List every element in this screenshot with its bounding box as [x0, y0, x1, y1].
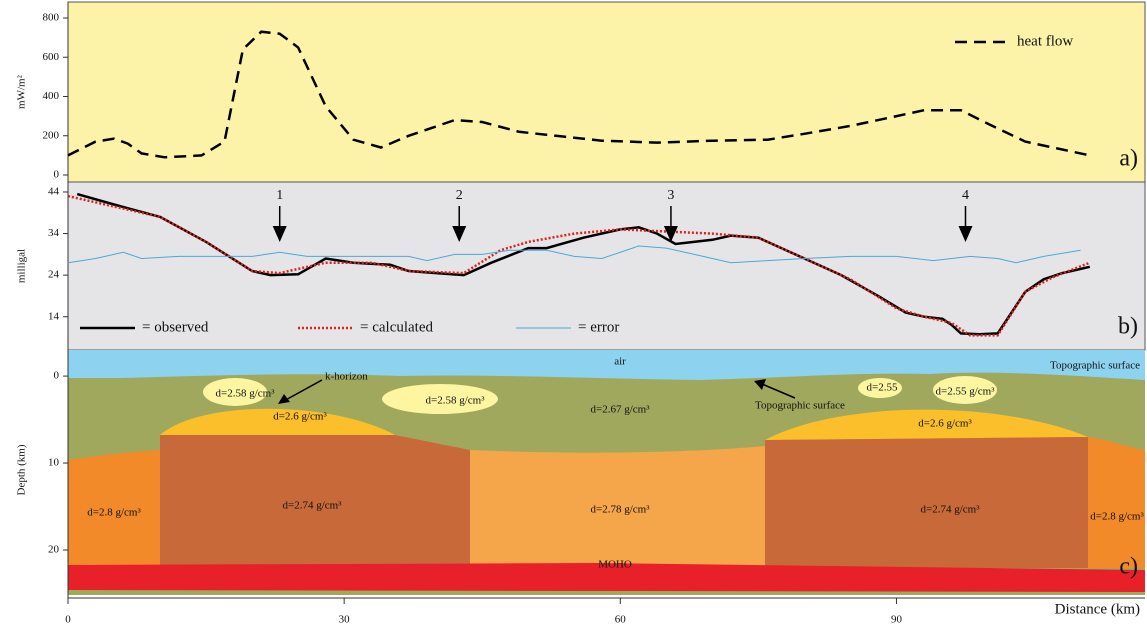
label: d=2.8 g/cm³ [1090, 511, 1144, 523]
annotation: 2 [456, 188, 463, 203]
section: air Topographic surface Topographic surf… [68, 350, 1145, 595]
label: d=2.58 g/cm³ [426, 395, 486, 407]
x-tick-label: 0 [65, 614, 71, 626]
figure: air Topographic surface Topographic surf… [0, 0, 1147, 627]
y-tick-label: 24 [48, 269, 60, 281]
annotation: 3 [667, 188, 674, 203]
label: d=2.67 g/cm³ [591, 404, 651, 416]
y-tick-label: 44 [48, 186, 60, 198]
y-tick-label: 0 [54, 370, 60, 382]
x-tick-label: 60 [615, 614, 627, 626]
label: d=2.74 g/cm³ [921, 504, 981, 516]
label: d=2.6 g/cm³ [273, 411, 327, 423]
annotation: 4 [962, 188, 969, 203]
legend-label: = error [578, 319, 619, 335]
y-axis-label: mW/m² [16, 74, 28, 109]
y-tick-label: 10 [48, 457, 60, 469]
y-tick-label: 400 [43, 90, 60, 102]
label: d=2.6 g/cm³ [918, 418, 972, 430]
label: d=2.8 g/cm³ [87, 507, 141, 519]
label: k-horizon [325, 371, 368, 383]
y-tick-label: 600 [43, 51, 60, 63]
x-axis-label: Distance (km) [1055, 601, 1140, 617]
block [765, 437, 1088, 568]
label: d=2.58 g/cm³ [216, 388, 276, 400]
label: MOHO [598, 559, 632, 571]
annotation: 1 [276, 188, 283, 203]
y-axis-label: Depth (km) [16, 444, 28, 495]
y-tick-label: 20 [48, 544, 60, 556]
y-tick-label: 14 [48, 310, 60, 322]
legend-label: heat flow [1017, 33, 1073, 49]
legend-label: = observed [142, 319, 209, 335]
y-tick-label: 34 [48, 227, 60, 239]
y-axis-label: milligal [16, 249, 28, 283]
label: air [614, 356, 626, 368]
y-tick-label: 200 [43, 129, 60, 141]
panel-a [68, 2, 1145, 182]
label: Topographic surface [755, 400, 845, 412]
legend-label: = calculated [360, 319, 434, 335]
panel-label: c) [1119, 554, 1138, 580]
page: air Topographic surface Topographic surf… [0, 0, 1147, 627]
label: d=2.55 g/cm³ [936, 386, 996, 398]
label: d=2.55 [867, 382, 898, 394]
y-tick-label: 0 [54, 169, 60, 181]
block [1088, 437, 1145, 568]
label: d=2.74 g/cm³ [283, 500, 343, 512]
panel-label: a) [1119, 146, 1138, 172]
label: d=2.78 g/cm³ [591, 504, 651, 516]
x-tick-label: 90 [891, 614, 903, 626]
panel-label: b) [1118, 314, 1138, 340]
label: Topographic surface [1050, 360, 1140, 372]
x-tick-label: 30 [339, 614, 351, 626]
y-tick-label: 800 [43, 12, 60, 24]
